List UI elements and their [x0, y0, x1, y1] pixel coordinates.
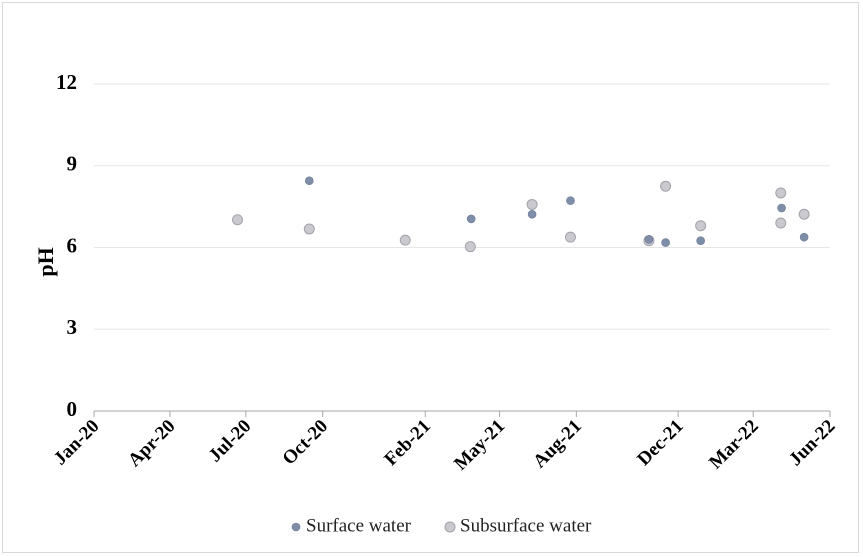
legend-label-surface-water: Surface water	[306, 515, 412, 536]
x-tick-label: Oct-20	[279, 416, 333, 470]
x-tick-label: Apr-20	[124, 416, 179, 471]
x-tick-label: Jul-20	[205, 416, 256, 467]
surface-water-point	[527, 209, 537, 219]
subsurface-water-point	[303, 223, 315, 235]
x-tick-label: Aug-21	[529, 416, 586, 473]
y-tick-label: 12	[56, 70, 77, 94]
subsurface-water-point	[660, 180, 672, 192]
x-tick-labels: Jan-20 Apr-20 Jul-20 Oct-20 Feb-21 May-21 Aug-…	[50, 416, 840, 475]
subsurface-water-point	[798, 208, 810, 220]
surface-water-point	[777, 203, 786, 213]
subsurface-water-point	[775, 217, 787, 229]
legend: Surface water Subsurface water	[291, 515, 592, 536]
surface-water-point	[466, 214, 476, 224]
subsurface-water-point	[564, 231, 576, 243]
x-tick-label: Mar-22	[705, 416, 763, 474]
surface-water-point	[661, 238, 670, 247]
x-tick-label: May-21	[450, 416, 509, 475]
surface-water-point	[304, 176, 314, 186]
subsurface-water-point	[526, 198, 538, 210]
legend-label-subsurface-water: Subsurface water	[460, 515, 592, 536]
data-points	[232, 176, 810, 253]
y-axis-title: pH	[33, 247, 58, 276]
y-tick-label: 6	[67, 233, 78, 257]
subsurface-water-point	[775, 187, 787, 199]
legend-marker-subsurface-water	[444, 521, 456, 533]
subsurface-water-point	[232, 214, 244, 226]
surface-water-point	[799, 232, 809, 242]
x-tick-label: Feb-21	[380, 416, 434, 470]
axes	[93, 410, 831, 417]
y-tick-label: 9	[67, 152, 78, 176]
y-tick-labels: 0 3 6 9 12	[56, 70, 77, 421]
x-tick-label: Dec-21	[633, 416, 687, 470]
subsurface-water-point	[695, 220, 707, 232]
y-tick-label: 0	[67, 397, 78, 421]
subsurface-water-point	[464, 241, 476, 253]
subsurface-water-point	[399, 234, 411, 246]
legend-marker-surface-water	[291, 522, 301, 532]
gridlines	[94, 83, 830, 330]
surface-water-point	[644, 235, 654, 244]
y-tick-label: 3	[67, 315, 78, 339]
x-tick-label: Jun-22	[785, 416, 839, 470]
surface-water-point	[696, 236, 705, 245]
x-tick-label: Jan-20	[50, 416, 104, 470]
surface-water-point	[566, 196, 575, 205]
